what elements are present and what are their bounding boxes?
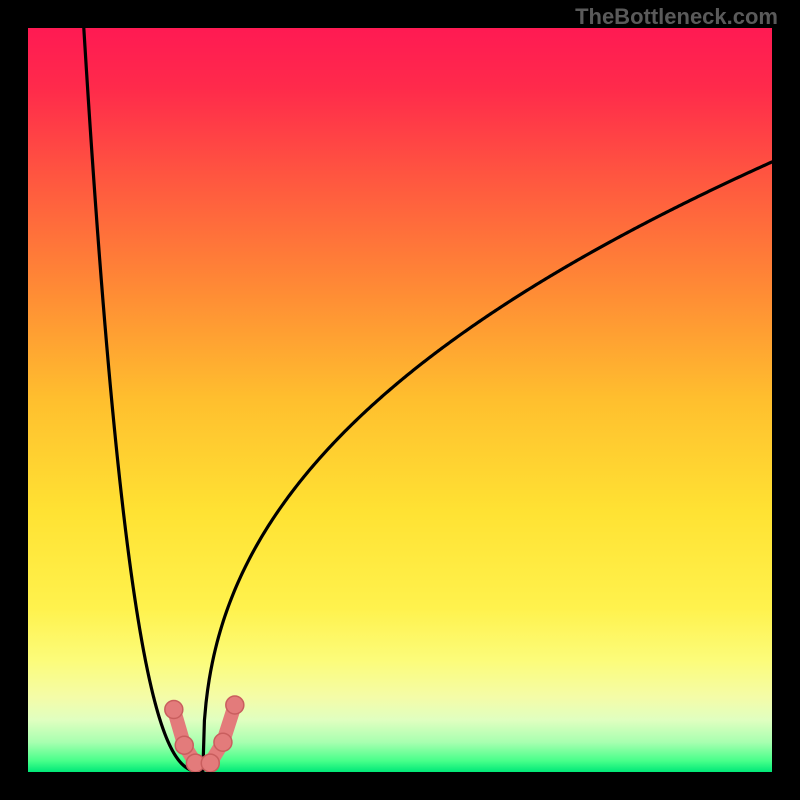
bottleneck-curve <box>69 0 772 772</box>
marker-point <box>165 701 183 719</box>
marker-point <box>226 696 244 714</box>
marker-point <box>214 733 232 751</box>
marker-point <box>175 736 193 754</box>
marker-point <box>201 754 219 772</box>
watermark-text: TheBottleneck.com <box>575 4 778 30</box>
plot-svg <box>0 0 800 800</box>
chart-container: TheBottleneck.com <box>0 0 800 800</box>
